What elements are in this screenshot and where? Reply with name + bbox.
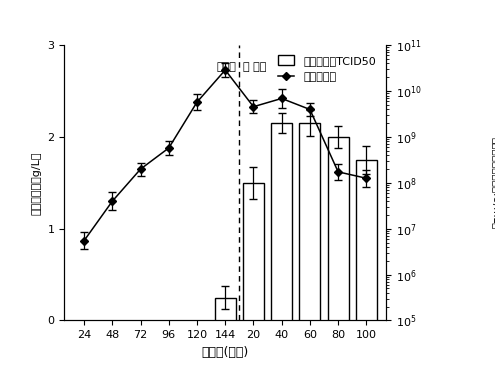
Text: 接 盒后: 接 盒后 [243, 62, 266, 72]
Y-axis label: 腺病毒感染性滴度（IU/mL）: 腺病毒感染性滴度（IU/mL） [491, 136, 495, 229]
X-axis label: 时间点(小时): 时间点(小时) [201, 346, 249, 359]
Y-axis label: 葡萄糖消耗（g/L）: 葡萄糖消耗（g/L） [32, 151, 42, 215]
Bar [299, 123, 320, 377]
Bar [328, 137, 348, 377]
Text: 接盒前: 接盒前 [216, 62, 236, 72]
Bar [243, 183, 264, 377]
Legend: 腺病毒滴度TCID50, 葡萄糖消耗: 腺病毒滴度TCID50, 葡萄糖消耗 [273, 51, 381, 87]
Bar [271, 123, 292, 377]
Bar [215, 297, 236, 377]
Bar [356, 160, 377, 377]
